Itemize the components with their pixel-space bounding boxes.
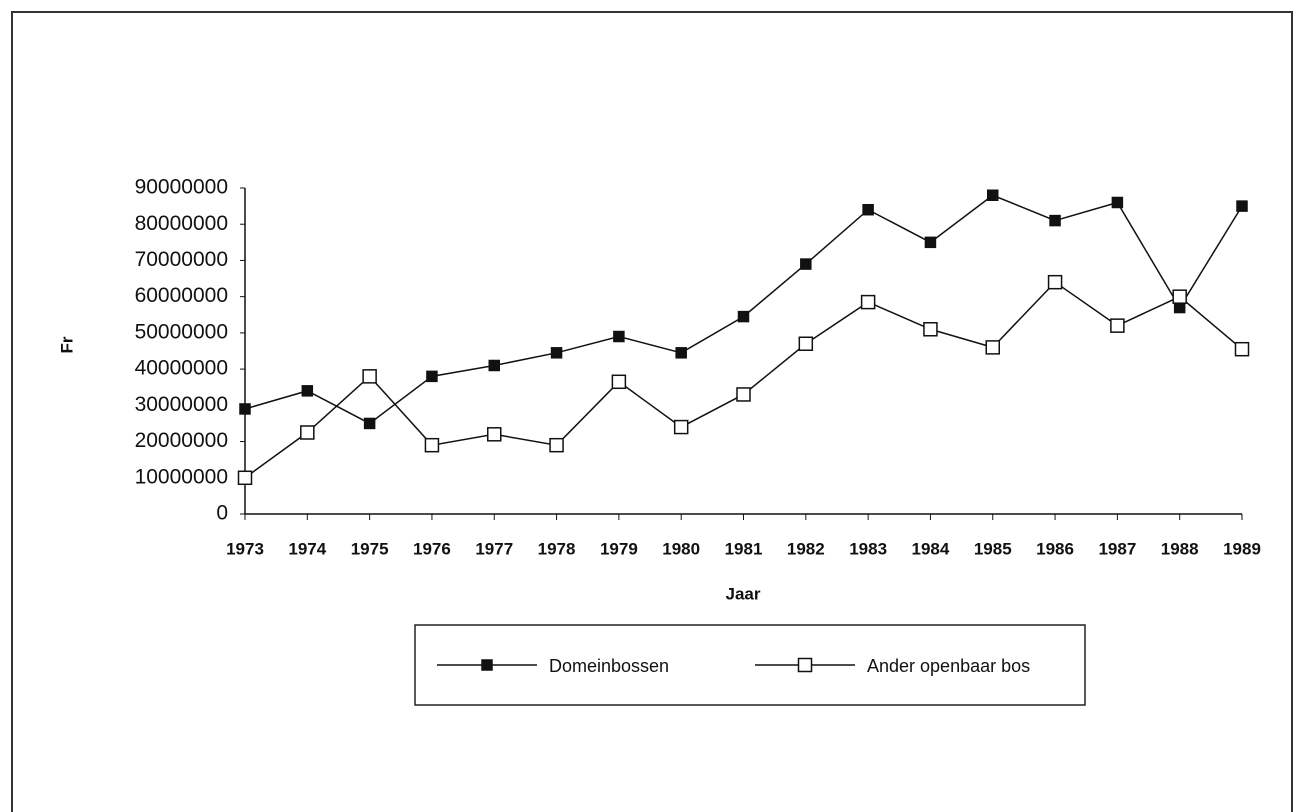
legend-label: Ander openbaar bos bbox=[867, 656, 1030, 676]
point bbox=[985, 340, 1000, 355]
point bbox=[1111, 196, 1124, 209]
legend-box bbox=[414, 624, 1086, 706]
point bbox=[363, 417, 376, 430]
point bbox=[736, 387, 751, 402]
x-tick-label: 1973 bbox=[226, 539, 264, 558]
point bbox=[301, 385, 314, 397]
y-tick-label: 60000000 bbox=[135, 284, 228, 307]
x-tick-label: 1980 bbox=[662, 539, 700, 558]
x-tick-label: 1986 bbox=[1036, 539, 1074, 558]
point bbox=[549, 437, 564, 453]
y-tick-label: 30000000 bbox=[135, 393, 228, 416]
y-tick-label: 70000000 bbox=[135, 248, 228, 271]
point bbox=[987, 189, 999, 201]
point bbox=[300, 425, 315, 440]
x-tick-label: 1988 bbox=[1161, 539, 1199, 558]
point bbox=[1234, 341, 1250, 357]
x-tick-label: 1979 bbox=[600, 539, 638, 558]
point bbox=[550, 347, 563, 359]
point bbox=[1172, 289, 1187, 304]
y-tick-label: 20000000 bbox=[135, 429, 228, 452]
x-tick-label: 1974 bbox=[288, 539, 326, 558]
x-tick-label: 1983 bbox=[849, 539, 887, 558]
x-tick-label: 1982 bbox=[787, 539, 825, 558]
point bbox=[1110, 318, 1125, 333]
point bbox=[487, 427, 502, 442]
point bbox=[673, 419, 689, 435]
point bbox=[1047, 274, 1063, 290]
x-tick-label: 1976 bbox=[413, 539, 451, 558]
point bbox=[860, 294, 876, 310]
point bbox=[862, 203, 874, 216]
point bbox=[798, 336, 814, 352]
point bbox=[362, 369, 377, 384]
legend-marker bbox=[481, 659, 493, 671]
x-tick-label: 1989 bbox=[1223, 539, 1261, 558]
y-tick-label: 90000000 bbox=[135, 176, 228, 199]
y-tick-label: 40000000 bbox=[135, 357, 228, 380]
point bbox=[924, 236, 937, 249]
point bbox=[800, 258, 812, 270]
point bbox=[488, 359, 500, 372]
point bbox=[237, 470, 253, 486]
y-tick-label: 80000000 bbox=[135, 212, 228, 235]
legend-marker bbox=[797, 657, 813, 673]
y-axis-label: Fr bbox=[57, 336, 76, 353]
point bbox=[239, 403, 251, 415]
y-tick-label: 50000000 bbox=[135, 320, 228, 343]
point bbox=[611, 374, 627, 390]
point bbox=[613, 330, 625, 343]
point bbox=[424, 437, 440, 453]
x-tick-label: 1981 bbox=[725, 539, 763, 558]
x-tick-label: 1975 bbox=[351, 539, 389, 558]
x-tick-label: 1984 bbox=[912, 539, 950, 558]
x-tick-label: 1985 bbox=[974, 539, 1012, 558]
y-tick-label: 10000000 bbox=[135, 465, 228, 488]
point bbox=[1236, 200, 1248, 212]
x-tick-label: 1978 bbox=[538, 539, 576, 558]
point bbox=[675, 347, 687, 359]
point bbox=[923, 322, 938, 337]
point bbox=[737, 310, 750, 323]
frame bbox=[11, 11, 1293, 812]
legend-label: Domeinbossen bbox=[549, 656, 669, 676]
y-tick-label: 0 bbox=[216, 502, 228, 525]
x-tick-label: 1977 bbox=[475, 539, 513, 558]
point bbox=[1049, 214, 1061, 227]
point bbox=[1173, 301, 1186, 314]
x-tick-label: 1987 bbox=[1098, 539, 1136, 558]
x-axis-label: Jaar bbox=[726, 584, 761, 603]
point bbox=[426, 370, 438, 383]
